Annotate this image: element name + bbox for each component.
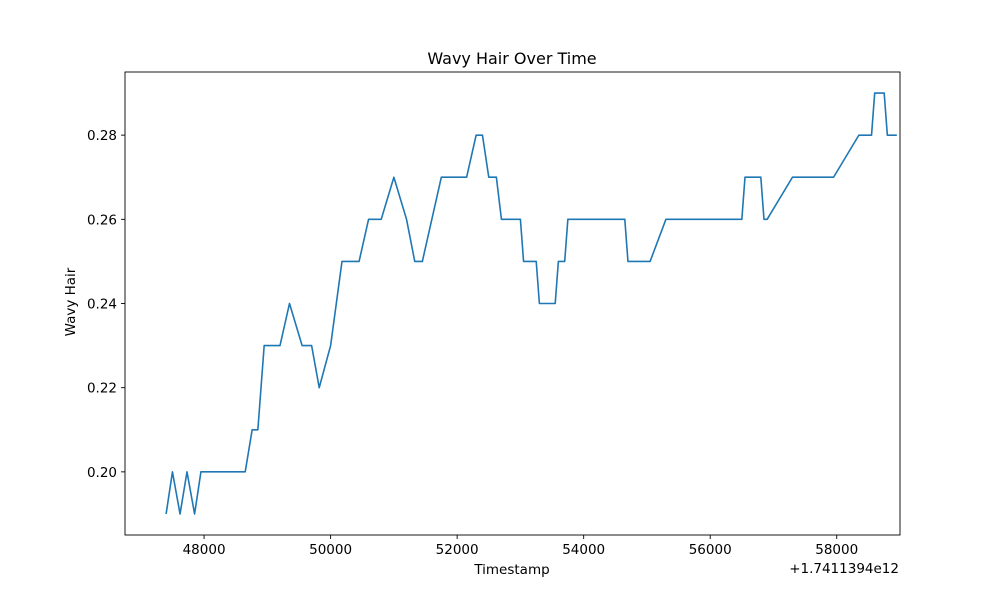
x-tick-label: 58000 bbox=[815, 542, 858, 558]
y-tick-label: 0.20 bbox=[87, 465, 117, 481]
y-tick-label: 0.28 bbox=[87, 128, 117, 144]
x-tick-label: 54000 bbox=[562, 542, 605, 558]
y-tick-label: 0.26 bbox=[87, 212, 117, 228]
series-line-0 bbox=[165, 92, 897, 515]
x-tick-label: 56000 bbox=[689, 542, 732, 558]
x-tick-label: 52000 bbox=[436, 542, 479, 558]
y-tick-label: 0.24 bbox=[87, 297, 117, 313]
plot-area: 48000 50000 52000 54000 56000 58000 0.20 0.22 0.… bbox=[87, 71, 901, 558]
y-axis-label: Wavy Hair bbox=[63, 267, 79, 336]
chart-title: Wavy Hair Over Time bbox=[427, 49, 596, 68]
y-tick-label: 0.22 bbox=[87, 381, 117, 397]
x-offset-label: +1.7411394e12 bbox=[789, 561, 899, 577]
x-tick-label: 50000 bbox=[309, 542, 352, 558]
x-tick-label: 48000 bbox=[183, 542, 226, 558]
x-axis-label: Timestamp bbox=[473, 562, 549, 578]
